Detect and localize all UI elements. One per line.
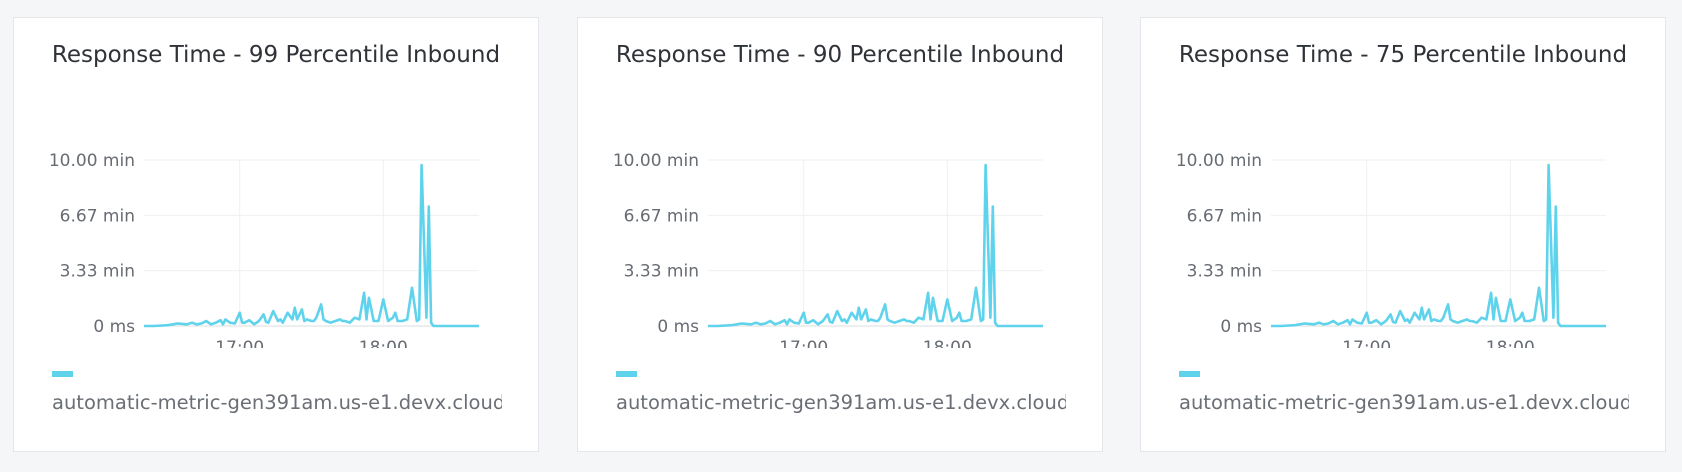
chart-card-p99: Response Time - 99 Percentile Inbound 0 …: [13, 17, 539, 452]
legend-swatch[interactable]: [1179, 371, 1200, 377]
legend-swatch[interactable]: [52, 371, 73, 377]
y-tick-label: 0 ms: [93, 317, 135, 337]
y-tick-label: 6.67 min: [60, 206, 135, 226]
legend-label[interactable]: automatic-metric-gen391am.us-e1.devx.clo…: [52, 391, 502, 414]
y-tick-label: 0 ms: [657, 317, 699, 337]
chart-title: Response Time - 75 Percentile Inbound: [1178, 42, 1628, 68]
series-line[interactable]: [1271, 163, 1606, 328]
y-tick-label: 10.00 min: [613, 151, 699, 171]
chart-title: Response Time - 99 Percentile Inbound: [51, 42, 501, 68]
x-tick-label: 18:00: [923, 338, 972, 348]
series-line[interactable]: [708, 163, 1043, 328]
x-tick-label: 17:00: [779, 338, 828, 348]
y-tick-label: 0 ms: [1220, 317, 1262, 337]
chart-card-p90: Response Time - 90 Percentile Inbound 0 …: [577, 17, 1103, 452]
chart-card-p75: Response Time - 75 Percentile Inbound 0 …: [1140, 17, 1666, 452]
legend-swatch[interactable]: [616, 371, 637, 377]
x-tick-label: 18:00: [1486, 338, 1535, 348]
legend-label[interactable]: automatic-metric-gen391am.us-e1.devx.clo…: [616, 391, 1066, 414]
chart-plot[interactable]: 0 ms 3.33 min 6.67 min 10.00 min 17:00 18:00: [1141, 18, 1667, 348]
x-tick-label: 18:00: [359, 338, 408, 348]
y-tick-label: 6.67 min: [624, 206, 699, 226]
x-tick-label: 17:00: [1342, 338, 1391, 348]
y-tick-label: 10.00 min: [49, 151, 135, 171]
chart-plot[interactable]: 0 ms 3.33 min 6.67 min 10.00 min 17:00 18:00: [578, 18, 1104, 348]
y-tick-label: 3.33 min: [1187, 262, 1262, 282]
chart-title: Response Time - 90 Percentile Inbound: [615, 42, 1065, 68]
y-tick-label: 3.33 min: [624, 262, 699, 282]
legend-label[interactable]: automatic-metric-gen391am.us-e1.devx.clo…: [1179, 391, 1629, 414]
x-tick-label: 17:00: [215, 338, 264, 348]
series-line[interactable]: [144, 163, 479, 328]
chart-plot[interactable]: 0 ms 3.33 min 6.67 min 10.00 min 17:00 18:00: [14, 18, 540, 348]
y-tick-label: 10.00 min: [1176, 151, 1262, 171]
y-tick-label: 3.33 min: [60, 262, 135, 282]
y-tick-label: 6.67 min: [1187, 206, 1262, 226]
